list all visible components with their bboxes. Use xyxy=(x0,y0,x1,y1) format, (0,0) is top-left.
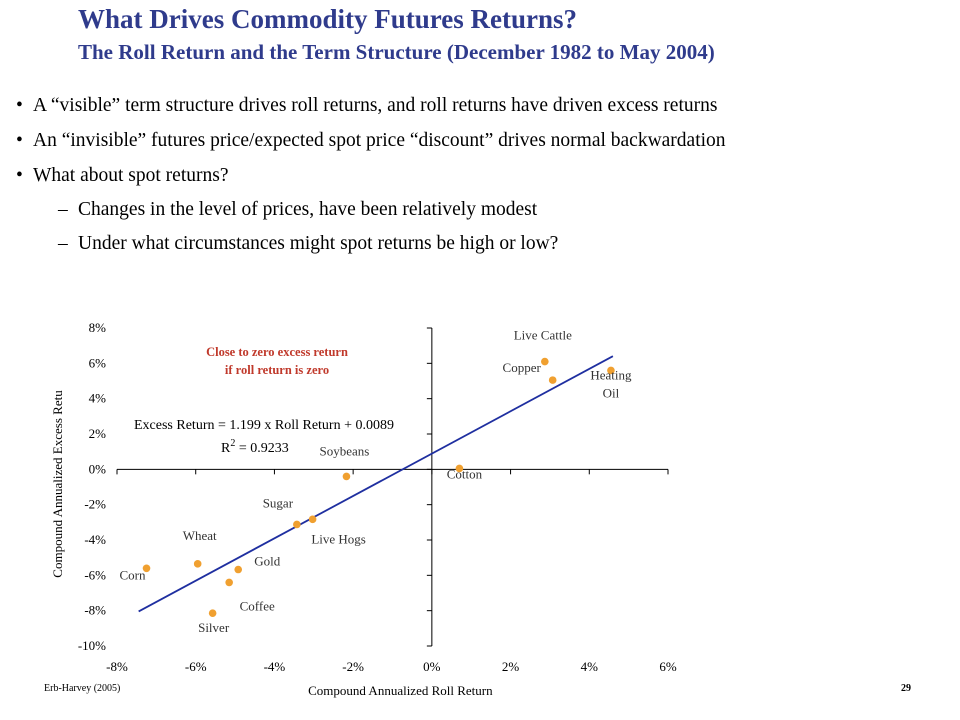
page-number: 29 xyxy=(901,683,911,694)
data-point xyxy=(293,520,301,529)
bullet-text: What about spot returns? xyxy=(33,165,229,186)
data-point xyxy=(607,366,615,375)
y-tick-label: -10% xyxy=(78,638,106,653)
data-label: Gold xyxy=(254,554,281,569)
source-footer: Erb-Harvey (2005) xyxy=(44,683,121,694)
data-point xyxy=(342,472,351,481)
x-tick-label: -2% xyxy=(342,659,364,674)
y-tick-label: -8% xyxy=(84,603,106,618)
page-title: What Drives Commodity Futures Returns? xyxy=(78,4,577,34)
data-label: Copper xyxy=(503,360,542,375)
y-axis-title: Compound Annualized Excess Retu xyxy=(50,390,65,578)
x-tick-label: -6% xyxy=(185,659,207,674)
bullet-text: A “visible” term structure drives roll r… xyxy=(33,95,718,116)
bullet-item: • What about spot returns? xyxy=(16,165,229,187)
x-tick-label: 0% xyxy=(423,659,441,674)
bullet-marker: • xyxy=(16,165,23,186)
x-tick-label: -8% xyxy=(106,659,128,674)
data-label: Live Cattle xyxy=(514,328,572,343)
data-point xyxy=(225,578,233,587)
data-label: Wheat xyxy=(183,528,217,543)
data-label: Soybeans xyxy=(320,443,370,458)
page-subtitle: The Roll Return and the Term Structure (… xyxy=(78,40,715,64)
annotation-note-line1: Close to zero excess return xyxy=(206,345,348,359)
x-tick-label: 4% xyxy=(581,659,599,674)
annotation-note-line2: if roll return is zero xyxy=(225,363,329,377)
data-label: Corn xyxy=(120,567,147,582)
sub-bullet-item: – Under what circumstances might spot ret… xyxy=(58,233,559,255)
sub-bullet-item: – Changes in the level of prices, have be… xyxy=(58,199,538,221)
x-tick-label: 6% xyxy=(659,659,677,674)
data-point xyxy=(234,565,243,574)
trendline xyxy=(138,355,614,613)
data-point xyxy=(308,515,317,524)
regression-equation: Excess Return = 1.199 x Roll Return + 0.… xyxy=(134,418,394,433)
data-label: Coffee xyxy=(240,598,275,613)
chart-axes: -10%-8%-6%-4%-2%0%2%4%6%8%-8% -6% -4% -2% 0%… xyxy=(50,320,677,698)
y-tick-label: -6% xyxy=(84,567,106,582)
y-tick-label: 8% xyxy=(89,320,107,335)
data-label: Silver xyxy=(198,620,230,635)
y-tick-label: -4% xyxy=(84,532,106,547)
x-tick-label: 2% xyxy=(502,659,520,674)
x-tick-label: -4% xyxy=(264,659,286,674)
bullet-text: An “invisible” futures price/expected sp… xyxy=(33,130,726,151)
data-point xyxy=(548,376,557,384)
data-point xyxy=(142,564,151,573)
y-tick-label: -2% xyxy=(84,497,106,512)
bullet-text: Changes in the level of prices, have bee… xyxy=(78,199,538,220)
data-point xyxy=(541,357,549,366)
data-label: Live Hogs xyxy=(311,531,366,546)
r-squared: R2 = 0.9233 xyxy=(221,438,289,456)
regression-line xyxy=(138,355,614,613)
y-tick-label: 6% xyxy=(89,355,107,370)
data-points: Corn Wheat Gold Coffee Silver Sugar Live Hogs S… xyxy=(120,328,632,636)
data-label: Cotton xyxy=(447,466,483,481)
bullet-item: • An “invisible” futures price/expected s… xyxy=(16,130,726,152)
data-label: Sugar xyxy=(263,495,294,510)
annotations: Close to zero excess return if roll retur… xyxy=(134,345,394,456)
data-label: Heating Oil xyxy=(590,367,632,400)
y-tick-label: 0% xyxy=(89,461,107,476)
bullet-marker: – xyxy=(58,199,68,220)
bullet-marker: • xyxy=(16,95,23,116)
bullet-item: • A “visible” term structure drives roll … xyxy=(16,95,718,117)
data-point xyxy=(193,560,202,568)
data-point xyxy=(455,464,464,473)
data-point xyxy=(208,609,217,617)
y-tick-label: 2% xyxy=(89,426,107,441)
bullet-marker: • xyxy=(16,130,23,151)
y-tick-label: 4% xyxy=(89,391,107,406)
x-axis-title: Compound Annualized Roll Return xyxy=(308,683,493,698)
bullet-marker: – xyxy=(58,233,68,254)
bullet-text: Under what circumstances might spot retu… xyxy=(78,233,559,254)
